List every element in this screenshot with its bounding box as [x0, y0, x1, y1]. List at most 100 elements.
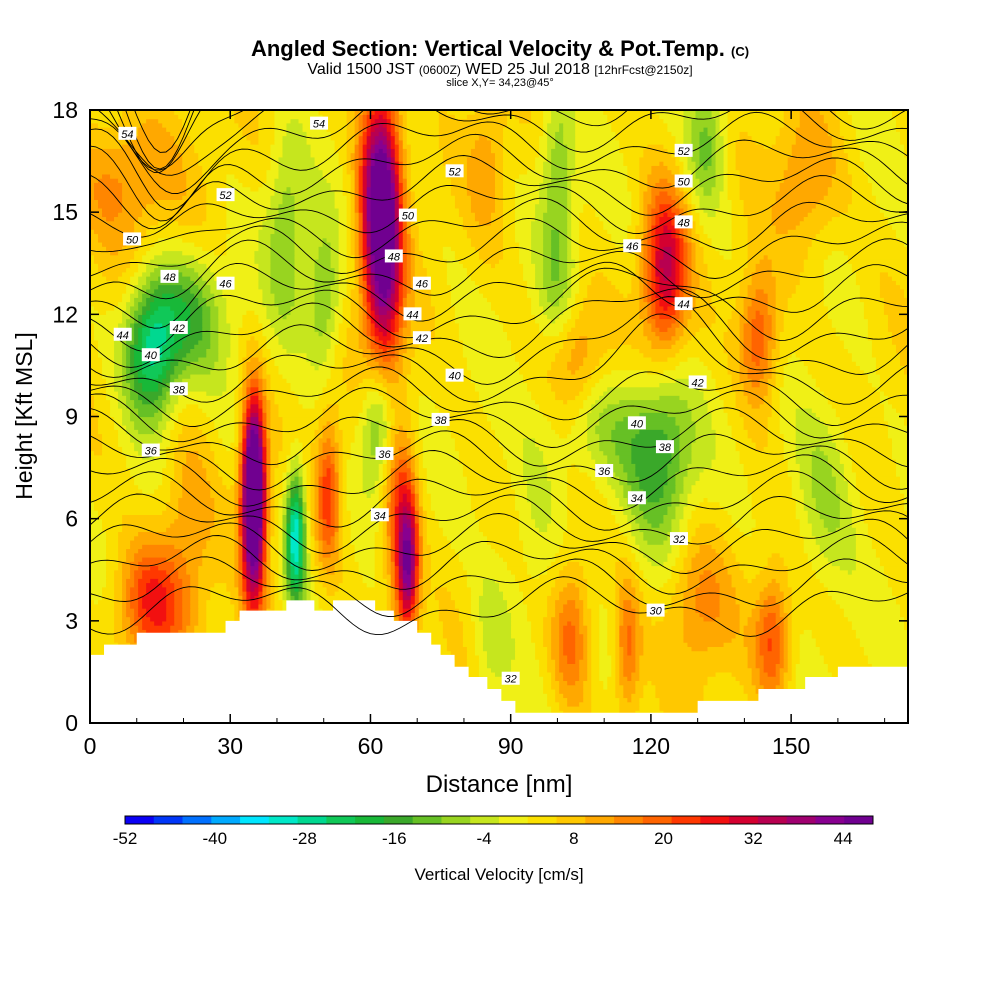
velocity-cell	[599, 356, 652, 362]
velocity-cell	[490, 425, 552, 430]
velocity-cell	[390, 335, 396, 341]
velocity-cell	[775, 361, 789, 367]
velocity-cell	[234, 471, 239, 477]
velocity-cell	[875, 361, 901, 367]
velocity-cell	[414, 544, 420, 550]
velocity-cell	[615, 586, 620, 592]
velocity-cell	[418, 395, 432, 401]
velocity-cell	[579, 620, 584, 626]
velocity-cell	[166, 556, 187, 562]
velocity-cell	[779, 603, 785, 609]
velocity-cell	[290, 595, 296, 601]
velocity-cell	[719, 552, 737, 558]
velocity-cell	[158, 565, 175, 571]
velocity-cell	[234, 437, 239, 443]
velocity-cell	[398, 510, 404, 516]
velocity-cell	[378, 425, 388, 430]
velocity-cell	[771, 399, 781, 405]
velocity-cell	[683, 344, 725, 349]
velocity-cell	[390, 471, 396, 477]
velocity-cell	[743, 420, 769, 426]
velocity-cell	[519, 586, 552, 592]
velocity-cell	[238, 595, 243, 601]
velocity-cell	[166, 361, 171, 367]
velocity-cell	[891, 591, 908, 596]
velocity-cell	[563, 676, 580, 682]
velocity-cell	[274, 390, 296, 396]
velocity-cell	[394, 361, 404, 367]
velocity-cell	[90, 429, 99, 435]
velocity-cell	[114, 578, 123, 584]
velocity-cell	[154, 450, 167, 456]
velocity-cell	[763, 395, 773, 401]
velocity-cell	[599, 416, 624, 422]
velocity-cell	[250, 399, 260, 405]
velocity-cell	[230, 484, 235, 490]
velocity-cell	[282, 556, 288, 562]
velocity-cell	[378, 527, 384, 533]
velocity-cell	[599, 395, 660, 401]
velocity-cell	[450, 650, 468, 656]
velocity-cell	[767, 425, 781, 430]
velocity-cell	[90, 467, 131, 473]
velocity-cell	[258, 539, 264, 545]
velocity-cell	[338, 582, 368, 588]
velocity-cell	[390, 603, 396, 609]
velocity-cell	[258, 446, 264, 452]
velocity-cell	[306, 535, 312, 541]
velocity-cell	[286, 488, 292, 494]
velocity-cell	[567, 620, 572, 626]
velocity-cell	[394, 437, 412, 443]
velocity-cell	[386, 552, 392, 558]
velocity-cell	[314, 561, 324, 567]
velocity-cell	[847, 493, 861, 498]
velocity-cell	[126, 352, 131, 358]
velocity-cell	[763, 684, 777, 690]
velocity-cell	[430, 544, 452, 550]
velocity-cell	[122, 339, 127, 345]
velocity-cell	[310, 586, 316, 592]
velocity-cell	[338, 488, 344, 494]
velocity-cell	[811, 454, 829, 460]
velocity-cell	[523, 442, 536, 447]
velocity-cell	[859, 365, 877, 371]
velocity-cell	[767, 382, 777, 388]
velocity-cell	[250, 591, 260, 596]
velocity-cell	[270, 497, 276, 503]
velocity-cell	[663, 484, 677, 490]
velocity-cell	[162, 476, 175, 481]
velocity-cell	[414, 608, 420, 613]
velocity-cell	[711, 373, 733, 379]
velocity-cell	[791, 620, 853, 626]
velocity-cell	[214, 459, 235, 464]
velocity-cell	[799, 650, 821, 656]
velocity-cell	[695, 586, 721, 592]
velocity-cell	[262, 386, 268, 392]
velocity-cell	[298, 582, 304, 588]
velocity-cell	[478, 663, 488, 669]
velocity-cell	[414, 429, 420, 435]
velocity-cell	[90, 416, 99, 422]
velocity-cell	[98, 510, 163, 516]
velocity-cell	[783, 454, 797, 460]
velocity-cell	[811, 531, 857, 537]
velocity-cell	[739, 608, 753, 613]
velocity-cell	[707, 497, 753, 503]
velocity-cell	[410, 505, 416, 511]
velocity-cell	[298, 488, 304, 494]
velocity-cell	[246, 493, 264, 498]
velocity-cell	[551, 488, 568, 494]
velocity-cell	[579, 335, 588, 341]
velocity-cell	[651, 561, 664, 567]
velocity-cell	[663, 488, 677, 494]
velocity-cell	[767, 348, 773, 354]
velocity-cell	[418, 459, 424, 464]
velocity-cell	[322, 442, 332, 447]
velocity-cell	[779, 335, 841, 341]
velocity-cell	[591, 659, 600, 665]
velocity-cell	[370, 420, 380, 426]
velocity-cell	[851, 510, 865, 516]
velocity-cell	[591, 693, 616, 699]
velocity-cell	[326, 437, 332, 443]
velocity-cell	[482, 531, 520, 537]
